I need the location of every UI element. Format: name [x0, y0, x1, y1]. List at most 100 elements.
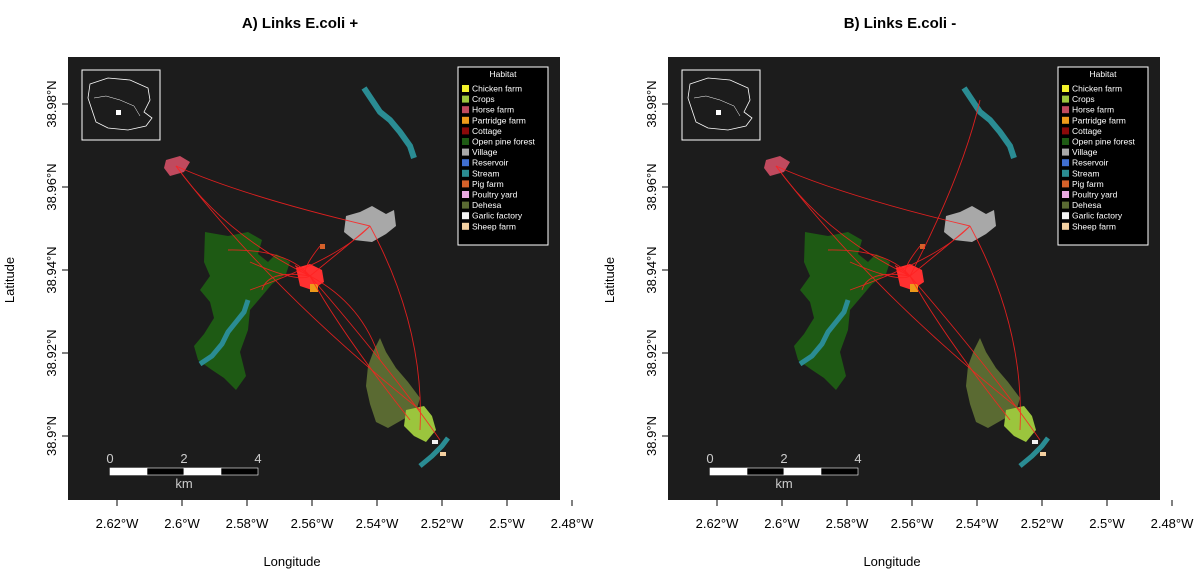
- legend-box: [457, 66, 549, 246]
- legend-label: Village: [1072, 147, 1098, 157]
- legend-label: Horse farm: [472, 105, 514, 115]
- y-tick-label: 38.96°N: [644, 163, 659, 210]
- legend-swatch: [1062, 169, 1069, 177]
- link-line: [309, 275, 381, 361]
- scalebar-segment: [820, 467, 859, 476]
- y-tick-label: 38.9°N: [44, 416, 59, 456]
- legend-swatch: [1062, 159, 1069, 167]
- links-layer: [175, 165, 441, 441]
- legend-label: Open pine forest: [472, 137, 535, 147]
- link-line: [904, 245, 921, 277]
- x-tick-label: 2.5°W: [489, 516, 525, 531]
- x-tick-label: 2.52°W: [421, 516, 465, 531]
- x-tick-label: 2.58°W: [226, 516, 270, 531]
- x-axis-label: Longitude: [263, 554, 320, 569]
- legend-swatch: [1062, 212, 1069, 220]
- x-tick-label: 2.54°W: [356, 516, 400, 531]
- scalebar-segment: [783, 467, 822, 476]
- legend-label: Garlic factory: [1072, 211, 1123, 221]
- legend-swatch: [462, 169, 469, 177]
- x-tick-label: 2.56°W: [291, 516, 335, 531]
- link-line: [849, 261, 911, 279]
- legend-swatch: [1062, 127, 1069, 135]
- link-line: [309, 275, 411, 421]
- province-lines: [93, 95, 141, 117]
- link-line: [175, 165, 421, 411]
- map-a: A) Links E.coli + Habitat Chicken farmCro…: [2, 15, 595, 569]
- scalebar-label: 4: [854, 451, 861, 466]
- link-line: [775, 165, 1021, 411]
- y-tick-label: 38.92°N: [44, 329, 59, 376]
- legend-swatch: [1062, 191, 1069, 198]
- province-lines: [693, 95, 741, 117]
- panel-title: B) Links E.coli -: [844, 15, 957, 32]
- scalebar-label: 0: [706, 451, 713, 466]
- legend-label: Reservoir: [472, 158, 509, 168]
- link-line: [909, 275, 1041, 441]
- legend-swatch: [462, 148, 469, 156]
- legend-label: Stream: [1072, 168, 1099, 178]
- scalebar: 0 2 4 km: [106, 451, 261, 491]
- link-line: [294, 265, 311, 277]
- link-line: [909, 275, 1011, 421]
- legend-title: Habitat: [1090, 69, 1118, 79]
- spain-outline: [87, 77, 153, 131]
- legend-swatch: [1062, 106, 1069, 114]
- legend-swatch: [462, 95, 469, 103]
- study-area-marker: [116, 110, 121, 115]
- legend-swatch: [1062, 222, 1069, 230]
- x-tick-label: 2.62°W: [96, 516, 140, 531]
- legend-label: Horse farm: [1072, 105, 1114, 115]
- legend-label: Chicken farm: [472, 84, 522, 94]
- link-line: [249, 261, 311, 279]
- panel-a: A) Links E.coli + Habitat Chicken farm Cro…: [0, 0, 600, 574]
- inset-map: [81, 69, 161, 141]
- link-line: [249, 225, 371, 291]
- legend-swatch: [462, 212, 469, 220]
- legend-label: Stream: [472, 168, 499, 178]
- x-axis-label: Longitude: [863, 554, 920, 569]
- panel-b: B) Links E.coli - Habitat Chicken farm Cro…: [600, 0, 1200, 574]
- y-axis-label: Latitude: [602, 257, 617, 303]
- legend-label: Partridge farm: [472, 115, 526, 125]
- x-tick-label: 2.5°W: [1089, 516, 1125, 531]
- legend-label: Pig farm: [1072, 179, 1104, 189]
- x-tick-label: 2.56°W: [891, 516, 935, 531]
- inset-map: [681, 69, 761, 141]
- scalebar-unit: km: [775, 476, 792, 491]
- x-tick-label: 2.48°W: [551, 516, 595, 531]
- link-line: [304, 245, 321, 277]
- scalebar-label: 0: [106, 451, 113, 466]
- legend-swatch: [462, 106, 469, 114]
- legend-label: Cottage: [1072, 126, 1102, 136]
- scalebar-label: 2: [180, 451, 187, 466]
- link-line: [909, 99, 981, 277]
- link-line: [849, 225, 971, 291]
- legend-swatch: [462, 159, 469, 167]
- links-layer: [775, 99, 1041, 441]
- link-line: [175, 165, 371, 227]
- legend-label: Sheep farm: [472, 221, 516, 231]
- legend-label: Dehesa: [472, 200, 502, 210]
- legend-label: Pig farm: [472, 179, 504, 189]
- link-line: [309, 275, 441, 441]
- legend-swatch: [462, 138, 469, 145]
- scalebar-segment: [746, 467, 785, 476]
- link-line: [861, 273, 911, 291]
- axes: 2.62°W 2.6°W 2.58°W 2.56°W 2.54°W 2.52°W 2.5°W…: [644, 80, 1194, 531]
- scalebar-segment: [109, 467, 148, 476]
- legend-label: Partridge farm: [1072, 115, 1126, 125]
- legend-label: Poultry yard: [1072, 190, 1118, 200]
- link-line: [894, 265, 911, 277]
- x-tick-label: 2.52°W: [1021, 516, 1065, 531]
- scalebar-unit: km: [175, 476, 192, 491]
- panel-title: A) Links E.coli +: [242, 15, 359, 32]
- x-tick-label: 2.48°W: [1151, 516, 1195, 531]
- scalebar-segment: [220, 467, 259, 476]
- legend-label: Chicken farm: [1072, 84, 1122, 94]
- scalebar: 0 2 4 km: [706, 451, 861, 491]
- legend-label: Village: [472, 147, 498, 157]
- y-axis-label: Latitude: [2, 257, 17, 303]
- legend-label: Reservoir: [1072, 158, 1109, 168]
- legend-swatch: [462, 222, 469, 230]
